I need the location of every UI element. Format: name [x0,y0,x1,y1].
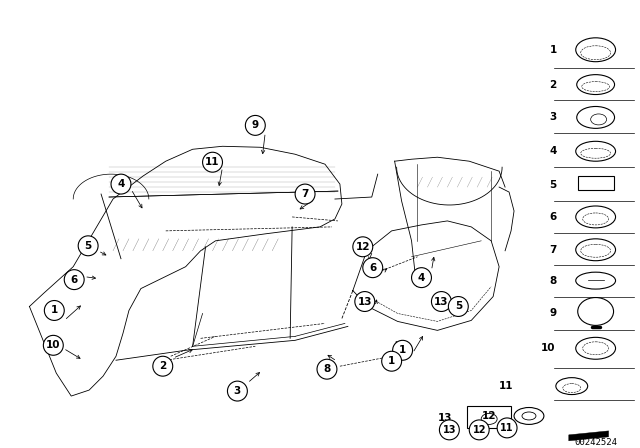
Text: 4: 4 [550,146,557,156]
Text: 12: 12 [472,425,486,435]
Text: 00242524: 00242524 [574,438,617,447]
Text: 3: 3 [550,112,557,122]
Text: 2: 2 [550,80,557,90]
Text: 7: 7 [301,189,308,199]
Circle shape [393,340,413,360]
Text: 2: 2 [159,361,166,371]
Circle shape [431,292,451,311]
Polygon shape [569,431,609,441]
Circle shape [111,174,131,194]
Circle shape [317,359,337,379]
Text: 6: 6 [70,275,78,284]
Text: 5: 5 [550,180,557,190]
Circle shape [44,336,63,355]
Circle shape [227,381,247,401]
Text: 13: 13 [358,297,372,306]
Text: 1: 1 [388,356,396,366]
Text: 11: 11 [500,423,514,433]
Text: 3: 3 [234,386,241,396]
Text: 13: 13 [443,425,456,435]
Text: 1: 1 [399,345,406,355]
Circle shape [295,184,315,204]
Text: 5: 5 [84,241,92,251]
Text: 11: 11 [205,157,220,167]
Text: 13: 13 [434,297,449,306]
Text: 7: 7 [550,245,557,255]
Text: 9: 9 [252,121,259,130]
Circle shape [44,301,64,320]
Bar [578,176,614,190]
Circle shape [363,258,383,278]
Text: 6: 6 [369,263,376,273]
Circle shape [412,268,431,288]
Circle shape [449,297,468,316]
Circle shape [353,237,372,257]
Text: 9: 9 [550,309,557,319]
Circle shape [78,236,98,256]
Text: 10: 10 [46,340,61,350]
Circle shape [440,420,460,440]
Text: 1: 1 [550,45,557,55]
Text: 10: 10 [540,343,555,353]
Text: 8: 8 [550,276,557,286]
Circle shape [381,351,401,371]
Text: 4: 4 [117,179,125,189]
Circle shape [469,420,489,440]
Circle shape [64,270,84,289]
Circle shape [245,116,265,135]
Text: 12: 12 [482,411,496,421]
Bar [467,406,511,428]
Circle shape [497,418,517,438]
Text: 12: 12 [356,242,370,252]
Text: 5: 5 [454,302,462,311]
Text: 8: 8 [323,364,331,374]
Circle shape [355,292,375,311]
Text: 4: 4 [418,273,425,283]
Circle shape [153,356,173,376]
Text: 6: 6 [550,212,557,222]
Text: 13: 13 [438,413,452,423]
Circle shape [203,152,223,172]
Text: 1: 1 [51,306,58,315]
Text: 11: 11 [499,381,513,391]
